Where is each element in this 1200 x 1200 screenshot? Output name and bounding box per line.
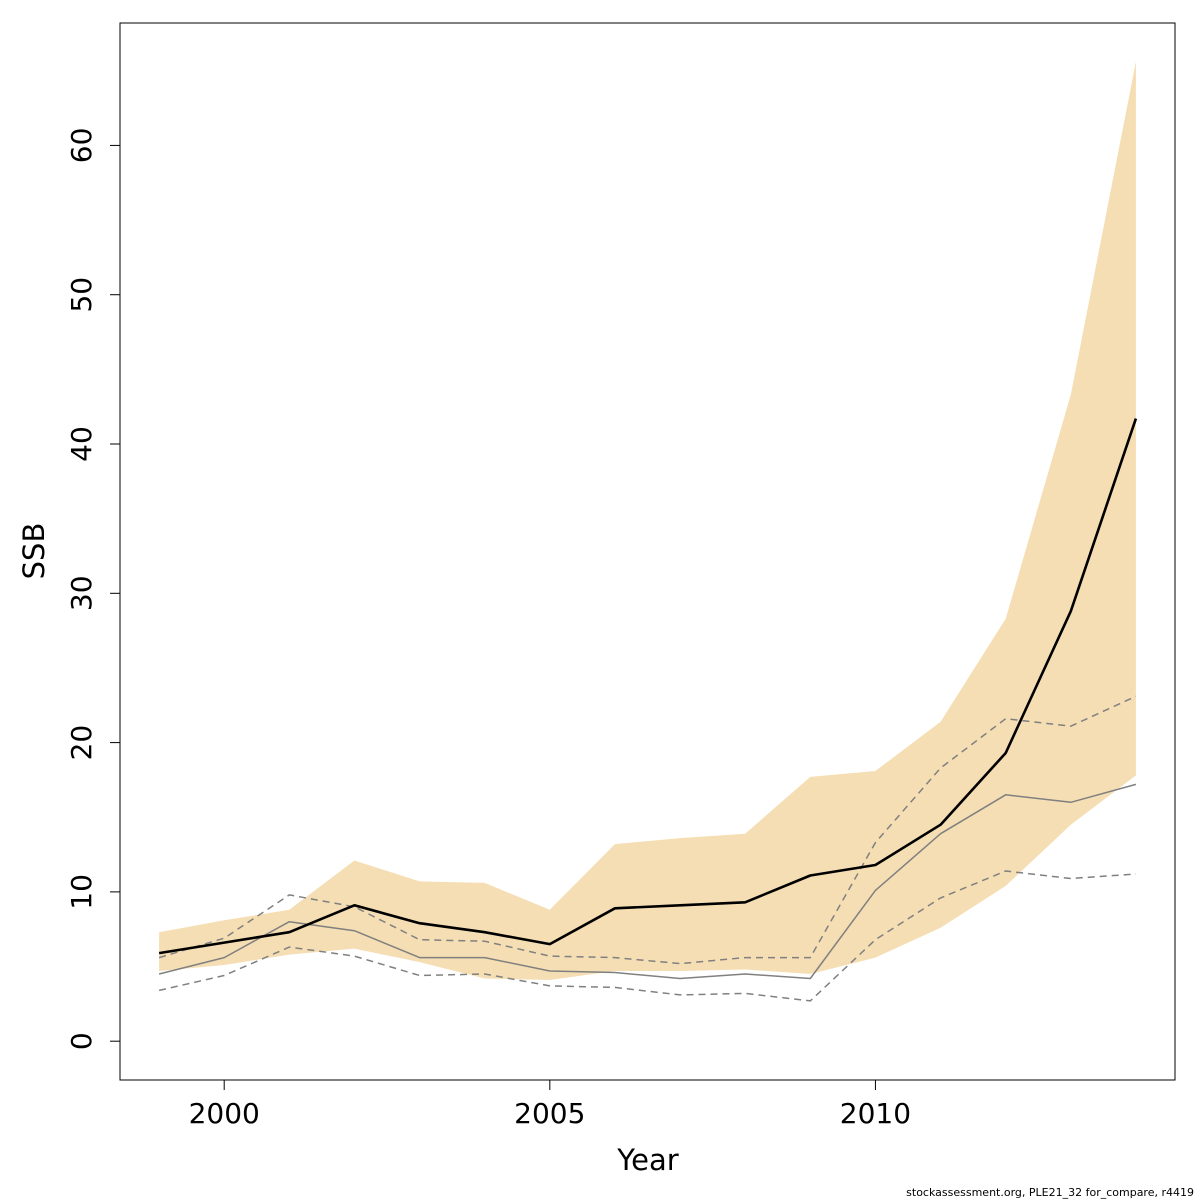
series-line-comparison-bound xyxy=(158,695,1137,965)
footnote: stockassessment.org, PLE21_32 for_compar… xyxy=(906,1186,1194,1199)
series-line-estimate xyxy=(158,418,1138,955)
y-axis-title: SSB xyxy=(17,523,51,580)
x-tick-label: 2005 xyxy=(514,1097,585,1130)
series-line-comparison-bound xyxy=(158,870,1136,1002)
x-tick-label: 2010 xyxy=(840,1097,911,1130)
y-tick-label: 20 xyxy=(65,725,98,761)
plot-frame xyxy=(119,22,1176,1081)
y-tick-label: 40 xyxy=(65,426,98,462)
y-tick-label: 60 xyxy=(65,128,98,164)
y-tick-label: 0 xyxy=(65,1032,98,1050)
x-axis: 2000 2005 2010 xyxy=(189,1080,911,1130)
y-axis: 0 10 20 30 40 50 60 xyxy=(65,128,120,1050)
confidence-band xyxy=(159,61,1136,981)
y-tick-label: 10 xyxy=(65,874,98,910)
series-line-comparison xyxy=(158,783,1137,980)
series-layer xyxy=(158,418,1138,1002)
y-tick-label: 30 xyxy=(65,575,98,611)
y-tick-label: 50 xyxy=(65,277,98,313)
confidence-band-layer xyxy=(159,61,1136,981)
x-tick-label: 2000 xyxy=(189,1097,260,1130)
x-axis-title: Year xyxy=(616,1143,678,1177)
